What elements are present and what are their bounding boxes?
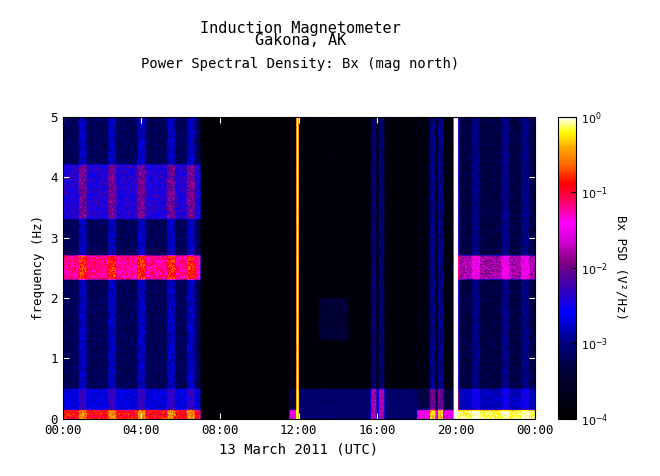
Text: Power Spectral Density: Bx (mag north): Power Spectral Density: Bx (mag north) [141,57,459,71]
Text: Induction Magnetometer: Induction Magnetometer [200,21,401,37]
Y-axis label: frequency (Hz): frequency (Hz) [32,215,45,320]
Y-axis label: Bx PSD (V²/Hz): Bx PSD (V²/Hz) [615,215,628,320]
X-axis label: 13 March 2011 (UTC): 13 March 2011 (UTC) [219,442,378,456]
Text: Gakona, AK: Gakona, AK [255,33,346,49]
